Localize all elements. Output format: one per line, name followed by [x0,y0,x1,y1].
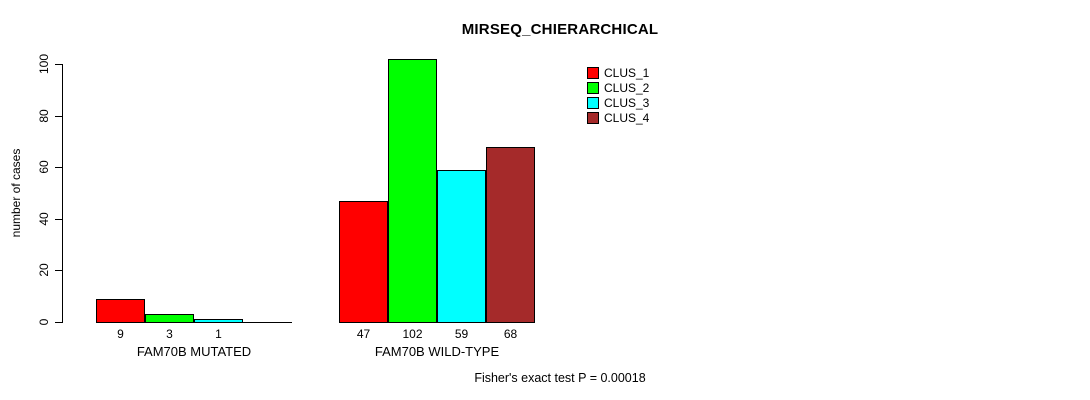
legend-swatch [587,112,599,124]
legend-label: CLUS_3 [604,96,650,110]
bar-clus_1 [339,201,388,323]
bar-clus_2 [388,59,437,323]
bar-value-label: 3 [166,327,173,341]
bar-clus_3 [437,170,486,323]
chart-title: MIRSEQ_CHIERARCHICAL [461,21,659,38]
bar-value-label: 47 [356,327,371,341]
bar-clus_3 [194,319,243,323]
y-tick [55,64,62,65]
legend-label: CLUS_4 [604,111,650,125]
bar-clus_1 [96,299,145,323]
bar-value-label: 9 [117,327,124,341]
legend-swatch [587,82,599,94]
bar-clus_2 [145,314,194,323]
bar-value-label: 1 [215,327,222,341]
bar-value-label: 68 [503,327,518,341]
bar-value-label: 59 [454,327,469,341]
y-axis-line [62,64,63,323]
y-tick [55,270,62,271]
legend-label: CLUS_1 [604,66,650,80]
legend-swatch [587,67,599,79]
legend-swatch [587,97,599,109]
annotation-text: Fisher's exact test P = 0.00018 [474,371,646,385]
bar-value-label: 102 [402,327,423,341]
group-label: FAM70B WILD-TYPE [374,344,500,359]
bar-clus_4 [486,147,535,323]
y-tick [55,322,62,323]
y-tick [55,116,62,117]
y-tick [55,167,62,168]
group-label: FAM70B MUTATED [136,344,252,359]
legend-label: CLUS_2 [604,81,650,95]
y-tick [55,219,62,220]
